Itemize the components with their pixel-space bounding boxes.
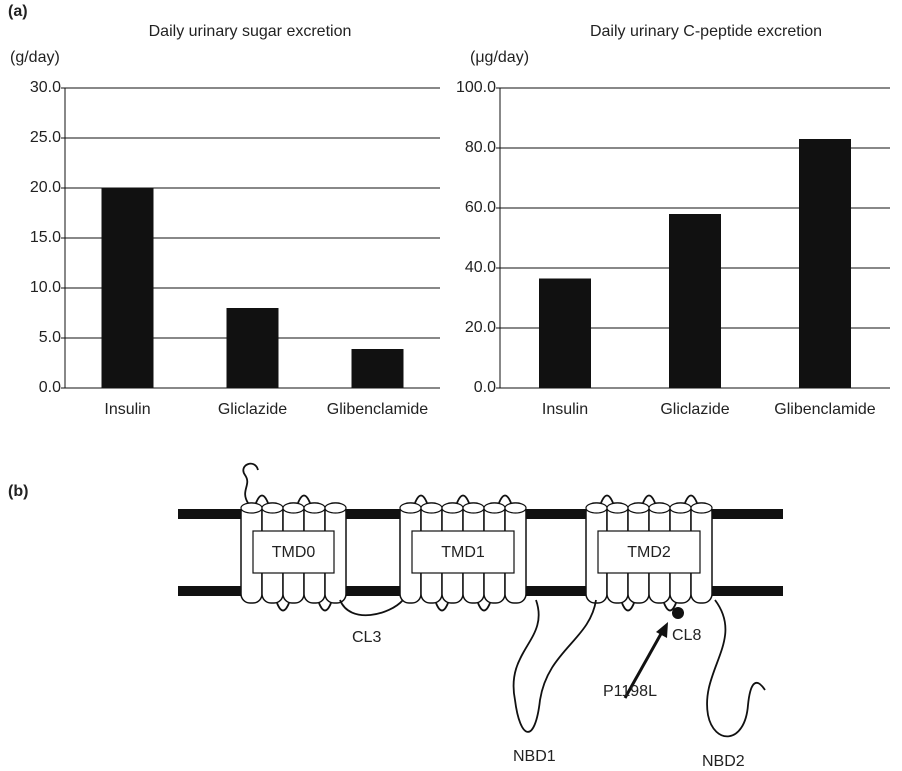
bar [352, 349, 404, 388]
y-axis-label: (μg/day) [470, 49, 529, 66]
domain-label: TMD0 [272, 544, 316, 561]
loop [243, 464, 258, 503]
loop-label: CL3 [352, 629, 381, 646]
helix-cap [463, 503, 484, 513]
sur1-diagram: TMD0 TMD1 TMD2 CL3 CL8 P1198L NBD1 NBD2 [178, 464, 783, 771]
chart-title: Daily urinary sugar excretion [149, 23, 352, 40]
loop [277, 603, 289, 611]
y-tick-label: 40.0 [465, 259, 496, 276]
mutation-label: P1198L [603, 683, 657, 700]
y-tick-label: 80.0 [465, 139, 496, 156]
bar [539, 279, 591, 389]
helix-cap [421, 503, 442, 513]
helix-cap [649, 503, 670, 513]
helix-cap [691, 503, 712, 513]
loop-label: CL8 [672, 627, 701, 644]
mutation-site [672, 607, 684, 619]
bar [227, 308, 279, 388]
y-tick-label: 20.0 [30, 179, 61, 196]
loop [436, 603, 448, 611]
x-tick-label: Glibenclamide [327, 401, 428, 418]
loop [685, 496, 697, 504]
helix-cap [262, 503, 283, 513]
bar [102, 188, 154, 388]
y-tick-label: 5.0 [39, 329, 61, 346]
y-tick-label: 15.0 [30, 229, 61, 246]
chart-title: Daily urinary C-peptide excretion [590, 23, 822, 40]
arrow-head [656, 622, 668, 638]
x-tick-label: Gliclazide [218, 401, 287, 418]
bar [669, 214, 721, 388]
loop [622, 603, 634, 611]
helix-cap [586, 503, 607, 513]
x-tick-label: Glibenclamide [774, 401, 875, 418]
x-tick-label: Gliclazide [660, 401, 729, 418]
domain-label: TMD1 [441, 544, 485, 561]
domain-label: TMD2 [627, 544, 671, 561]
helix-cap [325, 503, 346, 513]
loop [499, 496, 511, 504]
panel-label: (a) [8, 3, 28, 20]
helix-cap [241, 503, 262, 513]
loop [601, 496, 613, 504]
helix-cap [670, 503, 691, 513]
y-tick-label: 30.0 [30, 79, 61, 96]
helix-cap [442, 503, 463, 513]
loop [256, 496, 268, 504]
loop [514, 600, 596, 732]
x-tick-label: Insulin [104, 401, 150, 418]
y-tick-label: 10.0 [30, 279, 61, 296]
figure: (a) (b) TMD0 TMD1 TMD2 CL3 CL8 P1198L NBD1 NBD2… [0, 0, 902, 771]
y-tick-label: 20.0 [465, 319, 496, 336]
loop [457, 496, 469, 504]
loop [478, 603, 490, 611]
y-tick-label: 0.0 [474, 379, 496, 396]
y-axis-label: (g/day) [10, 49, 60, 66]
helix-cap [400, 503, 421, 513]
loop [340, 600, 403, 615]
loop [707, 600, 765, 736]
helix-cap [484, 503, 505, 513]
helix-cap [304, 503, 325, 513]
loop [415, 496, 427, 504]
y-tick-label: 60.0 [465, 199, 496, 216]
panel-label: (b) [8, 483, 28, 500]
x-tick-label: Insulin [542, 401, 588, 418]
nbd-label: NBD1 [513, 748, 556, 765]
y-tick-label: 100.0 [456, 79, 496, 96]
y-tick-label: 25.0 [30, 129, 61, 146]
loop [643, 496, 655, 504]
loop [319, 603, 331, 611]
y-tick-label: 0.0 [39, 379, 61, 396]
loop [298, 496, 310, 504]
bar [799, 139, 851, 388]
nbd-label: NBD2 [702, 753, 745, 770]
helix-cap [607, 503, 628, 513]
helix-cap [505, 503, 526, 513]
helix-cap [628, 503, 649, 513]
helix-cap [283, 503, 304, 513]
